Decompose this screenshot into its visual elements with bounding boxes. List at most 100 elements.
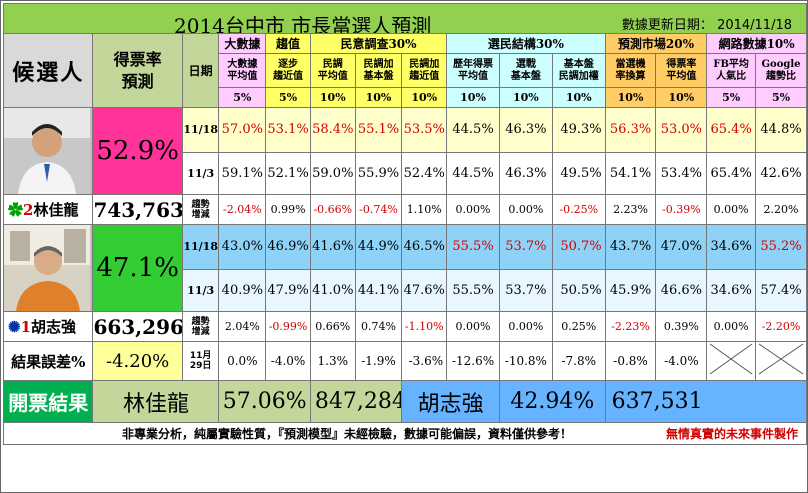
hu-row2-cell: 44.1% (354, 268, 403, 312)
sub-header: 民調加 趨近值 (401, 53, 448, 88)
result-lin-name: 林佳龍 (92, 380, 220, 423)
error-label: 結果誤差% (2, 341, 94, 381)
hu-row1-cell: 53.7% (498, 224, 553, 270)
lin-trend-cell: -0.39% (655, 194, 708, 225)
hu-row2-cell: 55.5% (446, 268, 500, 312)
group-poll: 民意調查30% (309, 33, 448, 54)
disclaimer: 非專業分析，純屬實驗性質，『預測模型』未經檢驗，數據可能偏誤，資料僅供參考！ (122, 427, 573, 441)
hu-row2-cell: 41.0% (309, 268, 356, 312)
rate-header: 得票率 預測 (92, 33, 183, 108)
sub-header: 當選機 率換算 (604, 53, 657, 88)
lin-trend-cell: -2.04% (218, 194, 267, 225)
group-market: 預測市場20% (604, 33, 708, 54)
lin-date-1: 11/18 (181, 107, 220, 153)
result-lin-votes: 847,284 (309, 380, 403, 423)
hu-row2-cell: 45.9% (604, 268, 657, 312)
weight-cell: 5% (755, 87, 807, 108)
sub-header: FB平均 人氣比 (706, 53, 757, 88)
lin-trend-cell: 1.10% (401, 194, 448, 225)
hu-row1-cell: 50.7% (551, 224, 606, 270)
lin-trend-cell: 2.23% (604, 194, 657, 225)
weight-cell: 10% (354, 87, 403, 108)
hu-row2-cell: 47.6% (401, 268, 448, 312)
lin-row2-cell: 65.4% (706, 151, 757, 195)
lin-row1-cell: 53.5% (401, 107, 448, 153)
result-label: 開票結果 (2, 380, 94, 423)
hu-trend-cell: -2.20% (755, 311, 807, 342)
sub-header: 得票率 平均值 (655, 53, 708, 88)
hu-trend-cell: 0.39% (655, 311, 708, 342)
hu-trend-cell: -2.23% (604, 311, 657, 342)
hu-trend-cell: 0.66% (309, 311, 356, 342)
hu-rate: 47.1% (92, 224, 183, 312)
error-cell: -1.9% (354, 341, 403, 381)
hu-row2-cell: 34.6% (706, 268, 757, 312)
result-hu-name: 胡志強 (401, 380, 500, 423)
error-cell: -3.6% (401, 341, 448, 381)
date-header: 日期 (181, 33, 220, 108)
footer: 非專業分析，純屬實驗性質，『預測模型』未經檢驗，數據可能偏誤，資料僅供參考！ 無… (3, 422, 807, 445)
candidate-header: 候選人 (2, 33, 94, 108)
hu-row1-cell: 55.2% (755, 224, 807, 270)
hu-row1-cell: 41.6% (309, 224, 356, 270)
sub-header: 民調加 基本盤 (354, 53, 403, 88)
weight-cell: 5% (218, 87, 267, 108)
lin-row1-cell: 58.4% (309, 107, 356, 153)
lin-row1-cell: 53.0% (655, 107, 708, 153)
hu-row1-cell: 43.0% (218, 224, 267, 270)
lin-row1-cell: 49.3% (551, 107, 606, 153)
hu-row2-cell: 47.9% (265, 268, 311, 312)
empty-cross-cell (706, 341, 757, 381)
lin-row2-cell: 52.4% (401, 151, 448, 195)
update-date: 2014/11/18 (717, 18, 792, 33)
hu-trend-cell: 0.00% (446, 311, 500, 342)
hu-photo (2, 224, 94, 312)
page-title: 2014台中市 市長當選人預測 (174, 14, 432, 34)
lin-row2-cell: 49.5% (551, 151, 606, 195)
lin-trend-cell: -0.25% (551, 194, 606, 225)
maker-credit: 無情真實的未來事件製作 (665, 427, 798, 441)
result-lin-pct: 57.06% (218, 380, 311, 423)
person-photo-icon (4, 108, 90, 194)
weight-cell: 10% (551, 87, 606, 108)
result-hu-votes: 637,531 (604, 380, 808, 423)
hu-row1-cell: 43.7% (604, 224, 657, 270)
lin-row2-cell: 42.6% (755, 151, 807, 195)
hu-row1-cell: 46.5% (401, 224, 448, 270)
hu-row1-cell: 44.9% (354, 224, 403, 270)
lin-rate: 52.9% (92, 107, 183, 195)
sub-header: 選戰 基本盤 (498, 53, 553, 88)
error-cell: 1.3% (309, 341, 356, 381)
hu-row2-cell: 53.7% (498, 268, 553, 312)
prediction-table: 2014台中市 市長當選人預測 數據更新日期： 2014/11/18 候選人 得… (2, 3, 808, 445)
lin-trend-cell: 0.00% (706, 194, 757, 225)
cross-icon (709, 343, 753, 375)
hu-votes: 663,296 (92, 311, 183, 342)
update-info: 數據更新日期： 2014/11/18 (622, 14, 792, 33)
cross-icon (758, 343, 804, 375)
lin-row1-cell: 53.1% (265, 107, 311, 153)
hu-row2-cell: 40.9% (218, 268, 267, 312)
error-value: -4.20% (92, 341, 183, 381)
lin-row2-cell: 54.1% (604, 151, 657, 195)
lin-row1-cell: 44.8% (755, 107, 807, 153)
lin-trend-cell: 0.99% (265, 194, 311, 225)
lin-row1-cell: 46.3% (498, 107, 553, 153)
hu-row2-cell: 46.6% (655, 268, 708, 312)
error-cell: -12.6% (446, 341, 500, 381)
hu-row1-cell: 34.6% (706, 224, 757, 270)
hu-row1-cell: 46.9% (265, 224, 311, 270)
hu-trend-cell: 0.74% (354, 311, 403, 342)
hu-row1-cell: 55.5% (446, 224, 500, 270)
error-date: 11月 29日 (181, 341, 220, 381)
lin-date-2: 11/3 (181, 151, 220, 195)
weight-cell: 10% (401, 87, 448, 108)
update-label: 數據更新日期： (621, 18, 713, 33)
lin-row2-cell: 59.1% (218, 151, 267, 195)
hu-trend-label: 趨勢 增減 (181, 311, 220, 342)
empty-cross-cell (755, 341, 807, 381)
error-cell: -4.0% (265, 341, 311, 381)
hu-trend-cell: -1.10% (401, 311, 448, 342)
lin-row1-cell: 44.5% (446, 107, 500, 153)
lin-name-cell: ✿2林佳龍 (2, 194, 94, 225)
